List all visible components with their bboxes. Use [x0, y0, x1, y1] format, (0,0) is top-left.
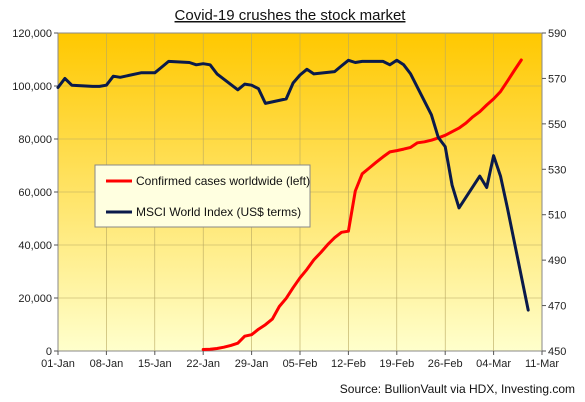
- right-tick-label: 470: [548, 301, 566, 313]
- x-tick-label: 05-Feb: [283, 358, 318, 370]
- chart-source: Source: BullionVault via HDX, Investing.…: [340, 382, 575, 396]
- chart-title: Covid-19 crushes the stock market: [175, 7, 407, 24]
- right-tick-label: 570: [548, 73, 566, 85]
- x-tick-label: 08-Jan: [90, 358, 124, 370]
- series-layer: [56, 58, 530, 351]
- right-tick-label: 510: [548, 210, 566, 222]
- x-tick-label: 19-Feb: [379, 358, 414, 370]
- series-line-confirmed-cases: [201, 58, 523, 351]
- right-tick-label: 590: [548, 28, 566, 40]
- left-tick-label: 60,000: [18, 187, 52, 199]
- legend: Confirmed cases worldwide (left) MSCI Wo…: [94, 164, 311, 228]
- legend-box: [94, 164, 311, 228]
- left-tick-label: 20,000: [18, 293, 52, 305]
- x-tick-label: 26-Feb: [428, 358, 463, 370]
- left-axis: 0 20,000 40,000 60,000 80,000 100,000 120,000: [12, 28, 58, 358]
- x-tick-label: 04-Mar: [476, 358, 511, 370]
- right-tick-label: 530: [548, 164, 566, 176]
- legend-label-cases: Confirmed cases worldwide (left): [136, 174, 310, 188]
- x-axis: 01-Jan 08-Jan 15-Jan 22-Jan 29-Jan 05-Feb 12-F…: [41, 351, 559, 370]
- x-tick-label: 22-Jan: [186, 358, 220, 370]
- left-tick-label: 100,000: [12, 81, 52, 93]
- left-tick-label: 40,000: [18, 240, 52, 252]
- x-tick-label: 12-Feb: [331, 358, 366, 370]
- left-tick-label: 80,000: [18, 134, 52, 146]
- legend-label-msci: MSCI World Index (US$ terms): [136, 205, 301, 219]
- left-tick-label: 120,000: [12, 28, 52, 40]
- right-axis: 450 470 490 510 530 550 570 590: [542, 28, 566, 358]
- x-tick-label: 15-Jan: [138, 358, 172, 370]
- x-tick-label: 11-Mar: [525, 358, 559, 370]
- left-tick-label: 0: [46, 346, 52, 358]
- series-line-msci-world: [56, 58, 530, 312]
- right-tick-label: 550: [548, 119, 566, 131]
- right-tick-label: 450: [548, 346, 566, 358]
- right-tick-label: 490: [548, 255, 566, 267]
- x-tick-label: 01-Jan: [41, 358, 75, 370]
- x-tick-label: 29-Jan: [235, 358, 269, 370]
